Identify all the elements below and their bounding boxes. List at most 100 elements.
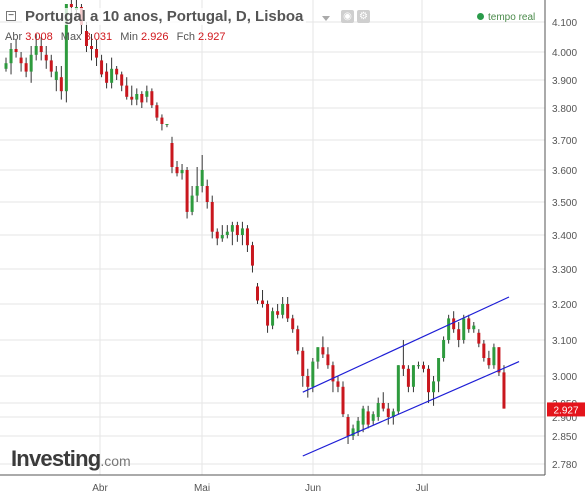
candle-down [381,392,385,412]
candle-up [220,225,224,242]
candle-down [256,283,259,304]
candle-body [421,365,425,369]
candle-body [215,231,219,239]
chart-axes [0,0,546,476]
candle-body [220,235,224,239]
candle-down [170,136,174,174]
low-value: 2.926 [141,31,169,43]
realtime-indicator: tempo real [477,12,535,23]
candle-body [286,304,290,319]
candle-down [235,221,239,242]
y-tick-label: 3.800 [552,104,577,115]
candle-up [29,46,33,83]
candle-body [140,94,144,103]
candle-up [472,322,476,333]
candle-up [9,43,13,75]
candle-up [492,343,496,369]
candle-body [34,46,38,55]
candle-down [155,102,159,121]
candle-up [396,365,400,415]
candle-body [175,167,179,174]
candle-body [457,329,461,340]
x-tick-label: Jun [305,483,321,494]
candle-body [482,343,486,358]
candle-down [406,365,410,393]
candle-body [200,170,204,186]
candle-up [411,365,415,393]
candle-down [296,325,300,355]
candle-body [190,195,194,212]
close-value: 2.927 [198,31,226,43]
candle-down [120,71,124,92]
candle-down [326,347,330,369]
candle-body [205,186,209,202]
candle-body [396,365,400,412]
candle-down [386,403,390,425]
candle-body [19,57,23,64]
high-value: 3.031 [84,31,113,43]
candle-down [59,66,63,100]
y-tick-label: 3.600 [552,166,577,177]
candle-up [190,186,194,216]
candle-down [250,241,254,273]
candle-body [24,63,28,72]
collapse-button[interactable]: − [6,11,16,21]
candlestick-series [4,0,506,444]
candle-body [145,91,149,97]
candle-body [386,408,390,417]
candle-down [130,85,134,106]
candle-body [316,347,320,362]
candle-up [316,347,320,369]
candle-body [406,368,410,387]
candle-up [416,361,420,369]
trend-channel[interactable] [302,296,520,457]
chevron-down-icon[interactable] [322,16,330,21]
candle-body [326,354,330,366]
candle-body [105,71,109,83]
candle-body [95,49,99,58]
candle-body [336,381,340,387]
candle-body [467,318,471,330]
candle-body [165,124,169,125]
candle-up [442,336,446,362]
candle-body [502,372,506,409]
candle-body [301,350,305,376]
instrument-title[interactable]: Portugal a 10 anos, Portugal, D, Lisboa [22,8,307,25]
y-tick-label: 3.700 [552,136,577,147]
candle-down [39,37,43,61]
candle-down [427,365,431,403]
candle-down [175,161,179,177]
candle-body [230,225,234,232]
candle-up [271,307,275,330]
low-label: Min [120,31,138,43]
candle-body [437,358,441,382]
x-tick-label: Abr [92,483,108,494]
candle-body [351,428,355,436]
candle-body [492,347,496,366]
candle-up [180,164,184,180]
candle-up [135,88,139,106]
y-tick-label: 2.850 [552,432,577,443]
candle-body [341,386,345,415]
candle-body [14,49,18,52]
gear-icon[interactable]: ⚙ [357,10,370,23]
candle-body [240,228,244,235]
candle-down [276,304,280,319]
y-tick-label: 3.500 [552,198,577,209]
candle-body [427,368,431,393]
candle-up [165,124,169,128]
candle-down [105,63,109,89]
candle-up [195,167,199,202]
candle-down [245,225,249,252]
candle-body [266,304,270,326]
status-dot-icon [477,13,484,20]
candle-up [240,221,244,246]
y-tick-label: 3.900 [552,76,577,87]
candle-body [376,403,380,417]
camera-icon[interactable]: ◉ [341,10,354,23]
candle-down [421,361,425,373]
candle-body [497,347,501,373]
candle-up [432,376,436,406]
candle-body [256,286,259,301]
